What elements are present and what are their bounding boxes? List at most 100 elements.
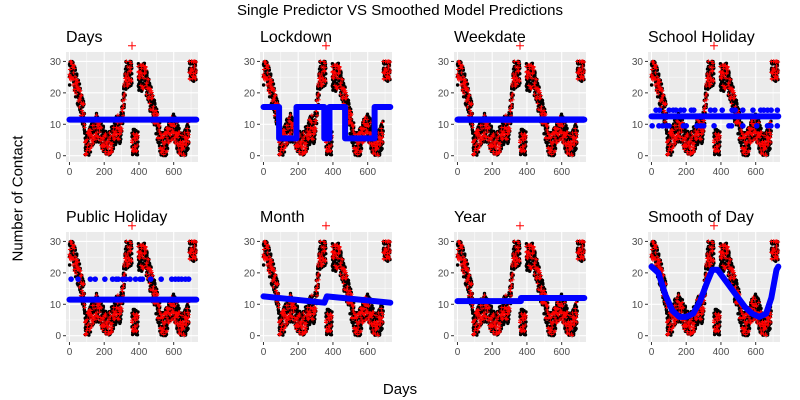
observed-point bbox=[67, 83, 72, 87]
observed-point bbox=[759, 126, 763, 131]
prediction-level-point bbox=[740, 107, 746, 113]
panel-title: Weekdate bbox=[454, 29, 526, 46]
x-tick-label: 200 bbox=[290, 167, 307, 178]
prediction-crosses bbox=[67, 59, 199, 158]
y-tick-label: 30 bbox=[438, 57, 450, 68]
observed-point bbox=[165, 143, 169, 147]
prediction-level-point bbox=[666, 123, 672, 129]
prediction-level-point bbox=[750, 107, 756, 113]
prediction-level-point bbox=[719, 107, 726, 113]
observed-point bbox=[130, 72, 134, 76]
prediction-level-point bbox=[753, 123, 760, 129]
observed-point bbox=[165, 146, 170, 151]
y-tick-label: 30 bbox=[50, 57, 62, 68]
x-tick-label: 200 bbox=[484, 167, 501, 178]
prediction-level-point bbox=[656, 107, 663, 113]
prediction-level-point bbox=[683, 123, 690, 129]
observed-point bbox=[176, 124, 180, 128]
prediction-level-point bbox=[649, 123, 655, 129]
x-tick-label: 400 bbox=[131, 347, 148, 358]
prediction-level-point bbox=[740, 123, 746, 129]
x-tick-label: 400 bbox=[325, 167, 342, 178]
prediction-level-point bbox=[768, 107, 774, 113]
outlier-cross bbox=[128, 41, 136, 50]
observed-point bbox=[574, 146, 578, 151]
y-tick-label: 10 bbox=[244, 120, 256, 131]
observed-point bbox=[153, 102, 157, 106]
observed-point bbox=[359, 146, 364, 151]
x-tick-label: 200 bbox=[96, 347, 113, 358]
figure-title: Single Predictor VS Smoothed Model Predi… bbox=[236, 2, 563, 19]
x-tick-label: 600 bbox=[747, 167, 764, 178]
observed-point bbox=[768, 146, 772, 151]
y-tick-label: 10 bbox=[50, 120, 62, 131]
x-tick-label: 400 bbox=[131, 167, 148, 178]
prediction-level-point bbox=[711, 123, 717, 129]
panel-title: Public Holiday bbox=[66, 209, 167, 226]
y-tick-label: 20 bbox=[50, 88, 62, 99]
y-tick-label: 0 bbox=[443, 151, 449, 162]
observed-point bbox=[171, 112, 176, 116]
x-tick-label: 400 bbox=[519, 167, 536, 178]
observed-point bbox=[135, 333, 140, 337]
observed-point bbox=[75, 72, 79, 76]
observed-point bbox=[186, 146, 190, 151]
y-tick-label: 30 bbox=[632, 57, 644, 68]
observed-point bbox=[118, 140, 123, 144]
observed-point bbox=[67, 263, 72, 267]
y-tick-label: 10 bbox=[50, 300, 62, 311]
panel-school-holiday: School Holiday 0 200 400 600 0 10 20 30 bbox=[632, 29, 782, 178]
prediction-level-point bbox=[732, 107, 739, 113]
observed-point bbox=[717, 153, 722, 157]
observed-point bbox=[565, 126, 569, 131]
y-tick-label: 20 bbox=[244, 88, 256, 99]
panel-title: Days bbox=[66, 29, 102, 46]
x-tick-label: 200 bbox=[96, 167, 113, 178]
prediction-level-point bbox=[681, 107, 687, 113]
prediction-level-point bbox=[690, 107, 697, 113]
x-tick-label: 400 bbox=[713, 167, 730, 178]
y-tick-label: 20 bbox=[632, 88, 644, 99]
observed-point bbox=[553, 146, 558, 151]
prediction-level-point bbox=[774, 107, 781, 113]
observed-point bbox=[177, 126, 181, 131]
x-tick-label: 600 bbox=[165, 167, 182, 178]
x-tick-label: 600 bbox=[359, 167, 376, 178]
observed-point bbox=[135, 153, 140, 157]
y-tick-label: 10 bbox=[632, 120, 644, 131]
observed-point bbox=[269, 72, 273, 76]
x-tick-label: 0 bbox=[261, 167, 267, 178]
y-tick-label: 10 bbox=[438, 120, 450, 131]
observed-point bbox=[152, 98, 157, 103]
observed-point bbox=[261, 83, 266, 87]
x-tick-label: 200 bbox=[678, 167, 695, 178]
x-tick-label: 600 bbox=[553, 167, 570, 178]
observed-point bbox=[523, 153, 528, 157]
prediction-cross-set bbox=[67, 59, 199, 158]
y-tick-label: 20 bbox=[50, 268, 62, 279]
x-tick-label: 0 bbox=[67, 347, 73, 358]
y-tick-label: 0 bbox=[55, 331, 61, 342]
observed-point bbox=[136, 62, 141, 66]
observed-point bbox=[649, 83, 654, 87]
y-tick-label: 0 bbox=[249, 151, 255, 162]
prediction-level-point bbox=[768, 123, 774, 129]
observed-point bbox=[273, 115, 277, 120]
x-tick-label: 600 bbox=[165, 347, 182, 358]
panel-title: School Holiday bbox=[648, 29, 755, 46]
observed-point bbox=[455, 83, 460, 87]
x-tick-label: 0 bbox=[649, 167, 655, 178]
observed-point bbox=[747, 146, 752, 151]
observed-point bbox=[165, 326, 170, 331]
prediction-level-point bbox=[774, 123, 781, 129]
observed-point bbox=[104, 129, 108, 134]
y-tick-label: 0 bbox=[55, 151, 61, 162]
x-tick-label: 0 bbox=[67, 167, 73, 178]
y-tick-label: 20 bbox=[438, 88, 450, 99]
y-tick-label: 0 bbox=[637, 151, 643, 162]
prediction-level-point bbox=[700, 123, 707, 129]
observed-point bbox=[380, 146, 384, 151]
y-tick-label: 30 bbox=[244, 57, 256, 68]
panel-days: Days 0 200 400 600 0 10 20 30 bbox=[50, 29, 200, 178]
